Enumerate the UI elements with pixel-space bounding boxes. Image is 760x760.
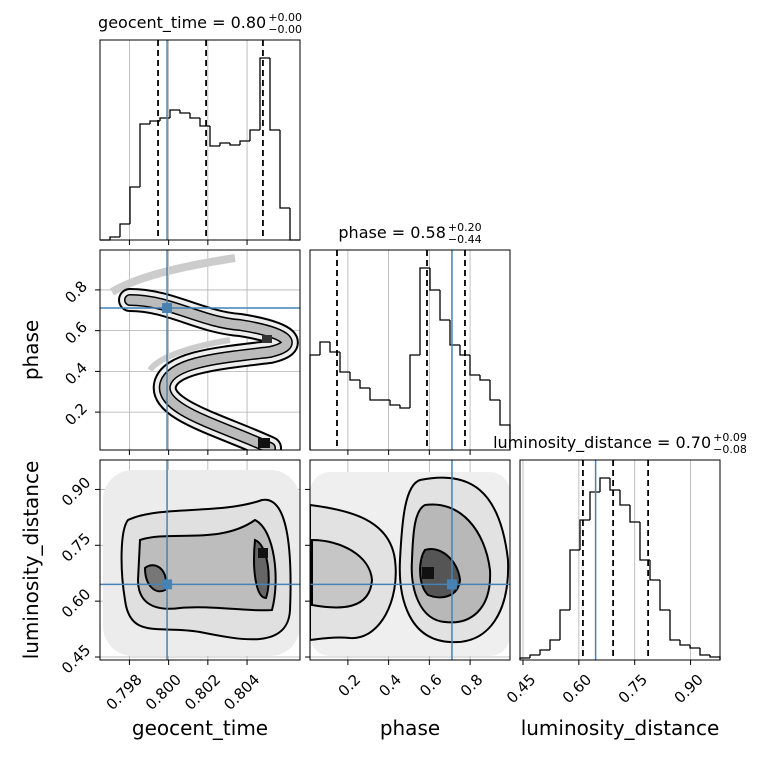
axes-frame <box>99 459 301 661</box>
x-axis-label: phase <box>380 716 440 740</box>
histogram-step <box>479 375 490 381</box>
panel-title-sub: −0.44 <box>448 233 482 246</box>
panel-title-sub: −0.00 <box>268 23 302 36</box>
histogram-step <box>389 400 400 406</box>
histogram-step <box>319 341 330 355</box>
histogram-step <box>429 268 440 291</box>
y-axis-label: luminosity_distance <box>19 461 43 660</box>
phase-geocent-density <box>109 254 299 450</box>
histogram-step <box>609 478 620 491</box>
panel-title: luminosity_distance = 0.70 <box>493 433 711 453</box>
histogram-step <box>489 380 500 401</box>
truth-marker <box>162 303 173 314</box>
axes-frame <box>519 459 721 661</box>
histogram-step <box>129 186 140 224</box>
histogram-step <box>699 648 710 656</box>
density-peak <box>422 567 434 579</box>
histogram-step <box>109 236 120 240</box>
histogram-step <box>549 639 560 650</box>
contour-mid <box>311 538 374 609</box>
density-peak <box>258 438 270 448</box>
histogram-step <box>569 549 580 610</box>
histogram-step <box>359 380 370 389</box>
histogram-step <box>629 505 640 523</box>
axes-frame <box>99 249 301 451</box>
density-peak <box>262 335 272 343</box>
histogram-step <box>229 143 240 146</box>
histogram-step <box>399 405 410 409</box>
histogram-step <box>419 267 430 355</box>
histogram-step <box>589 491 600 520</box>
histogram-step <box>529 654 540 658</box>
histogram-step <box>669 610 680 641</box>
histogram-step <box>349 372 360 381</box>
lum-phase-density <box>310 472 510 656</box>
histogram-step <box>139 123 150 187</box>
histogram-step <box>579 519 590 550</box>
histogram-step <box>459 345 470 356</box>
truth-marker <box>162 579 173 590</box>
histogram-step <box>339 352 350 373</box>
histogram-step <box>689 645 700 649</box>
axes-frame <box>99 39 301 241</box>
panel-title-sup: +0.20 <box>448 221 482 234</box>
lum-geocent-density <box>103 470 300 656</box>
histogram-step <box>449 320 460 346</box>
histogram-step <box>649 560 660 581</box>
y-axis-label: phase <box>19 320 43 380</box>
histogram-step <box>439 290 450 321</box>
axes-frame <box>309 249 511 451</box>
histogram-step <box>279 130 290 209</box>
histogram-step <box>599 477 610 492</box>
histogram-step <box>409 354 420 408</box>
histogram-step <box>119 223 130 237</box>
contour-mid <box>136 518 277 612</box>
histogram-step <box>209 126 220 147</box>
histogram-step <box>639 522 650 561</box>
contour-mid-fill <box>125 295 292 450</box>
contours <box>103 254 510 656</box>
histogram-step <box>659 580 670 611</box>
x-axis-label: luminosity_distance <box>521 716 720 740</box>
histogram-step <box>239 140 250 145</box>
histogram-step <box>679 640 690 646</box>
histogram-step <box>259 57 270 130</box>
histogram-step <box>189 113 200 119</box>
histogram-step <box>219 142 230 146</box>
x-axis-label: geocent_time <box>132 716 268 740</box>
histogram-step <box>559 609 570 640</box>
histogram-step <box>539 649 550 655</box>
panel-title: phase = 0.58 <box>338 223 445 242</box>
density-peak <box>258 548 268 558</box>
histogram-step <box>249 129 260 141</box>
histogram-step <box>619 490 630 506</box>
sample-cloud <box>147 337 231 372</box>
truth-marker <box>446 579 457 590</box>
panel-title-sub: −0.08 <box>713 443 747 456</box>
histogram-step <box>169 109 180 118</box>
histogram-step <box>269 58 280 131</box>
histogram-step <box>469 355 480 376</box>
histogram-step <box>149 120 160 124</box>
panel-title-sup: +0.09 <box>713 431 747 444</box>
histogram-step <box>369 388 380 401</box>
histogram-step <box>179 110 190 114</box>
axes-frame <box>309 459 511 661</box>
panel-title: geocent_time = 0.80 <box>98 13 266 33</box>
panel-title-sup: +0.00 <box>268 11 302 24</box>
